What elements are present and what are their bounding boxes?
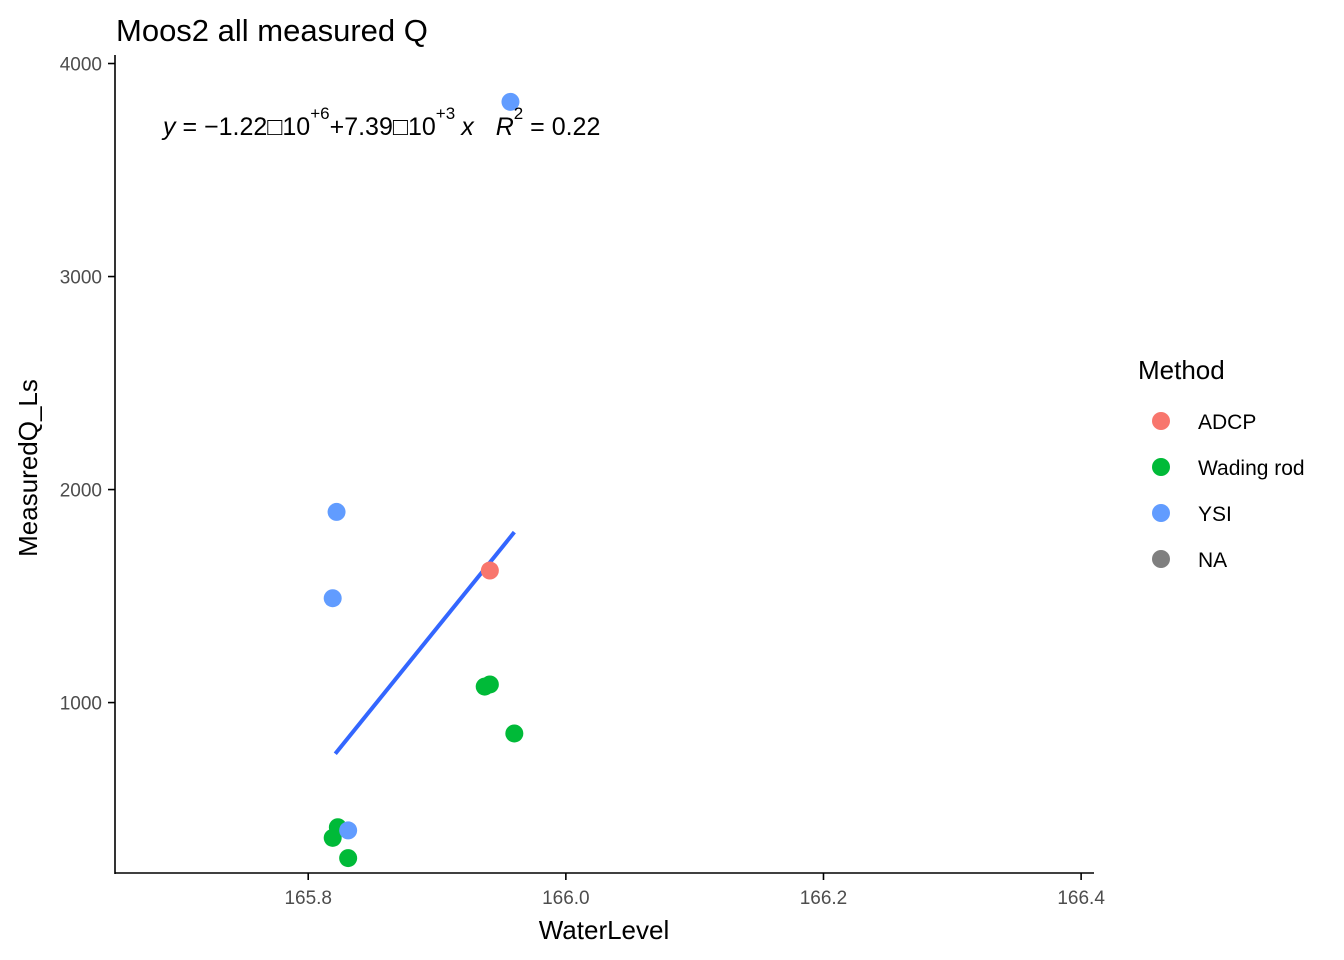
eq-equals: =: [176, 113, 205, 141]
points-group: [323, 92, 524, 868]
y-tick-label: 2000: [60, 481, 102, 502]
eq-minus: −: [204, 113, 219, 141]
x-tick-label: 166.4: [1057, 888, 1105, 909]
eq-ten1: 10: [282, 113, 310, 141]
eq-cross1: □: [267, 113, 283, 141]
chart-title: Moos2 all measured Q: [116, 13, 428, 48]
x-ticks: 165.8 166.0 166.2 166.4: [284, 873, 1105, 909]
eq-r-var: R: [496, 113, 514, 141]
eq-ten2: 10: [408, 113, 436, 141]
y-ticks: 1000 2000 3000 4000: [60, 55, 115, 715]
eq-exp2: +3: [436, 104, 455, 123]
eq-r-value: = 0.22: [523, 113, 600, 141]
data-point-ysi: [339, 821, 358, 840]
eq-plus: +: [330, 113, 345, 141]
data-point-ysi: [327, 502, 346, 521]
legend-key-ysi: [1152, 504, 1170, 522]
data-point-ysi: [323, 589, 342, 608]
eq-x-var: x: [460, 113, 475, 141]
eq-exp1: +6: [310, 104, 329, 123]
eq-r-exp: 2: [514, 104, 523, 123]
legend-label-na: NA: [1198, 549, 1227, 572]
legend-key-adcp: [1152, 412, 1170, 430]
y-tick-label: 3000: [60, 268, 102, 289]
legend-label-ysi: YSI: [1198, 503, 1232, 526]
eq-coef1: 1.22: [219, 113, 268, 141]
x-axis-title: WaterLevel: [539, 915, 670, 945]
legend-title: Method: [1138, 355, 1225, 385]
data-point-wading-rod: [480, 675, 499, 694]
data-point-ysi: [501, 92, 520, 111]
eq-cross2: □: [393, 113, 409, 141]
y-tick-label: 1000: [60, 694, 102, 715]
data-point-wading-rod: [323, 828, 342, 847]
x-tick-label: 165.8: [284, 888, 332, 909]
data-point-wading-rod: [505, 724, 524, 743]
axes: [114, 55, 1094, 874]
legend: Method ADCP Wading rod YSI NA: [1138, 355, 1305, 572]
x-tick-label: 166.2: [800, 888, 848, 909]
legend-label-adcp: ADCP: [1198, 411, 1256, 434]
legend-label-wading-rod: Wading rod: [1198, 457, 1305, 480]
eq-y-var: y: [161, 113, 177, 141]
legend-key-na: [1152, 550, 1170, 568]
y-axis-title: MeasuredQ_Ls: [13, 379, 43, 557]
legend-key-wading-rod: [1152, 458, 1170, 476]
y-tick-label: 4000: [60, 55, 102, 76]
data-point-adcp: [480, 561, 499, 580]
x-tick-label: 166.0: [542, 888, 590, 909]
regression-equation: y = −1.22□10+6+7.39□10+3 x R2 = 0.22: [161, 104, 600, 141]
data-point-wading-rod: [339, 849, 358, 868]
eq-coef2: 7.39: [344, 113, 393, 141]
